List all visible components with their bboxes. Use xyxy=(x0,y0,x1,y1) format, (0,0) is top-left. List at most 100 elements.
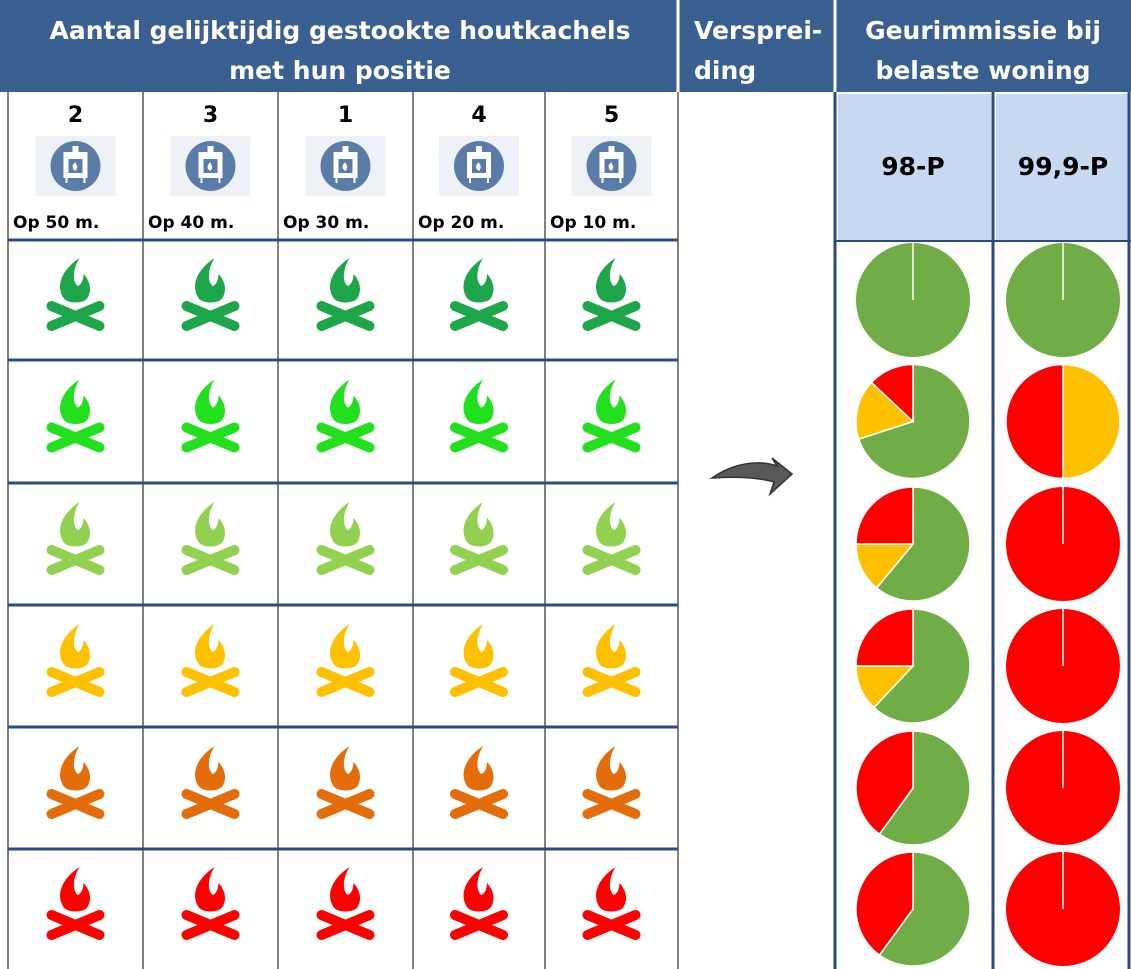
campfire-icon xyxy=(450,379,508,453)
stove-distance: Op 20 m. xyxy=(418,213,504,233)
campfire-icon xyxy=(46,746,105,819)
flame xyxy=(330,502,361,547)
log xyxy=(450,910,508,940)
header-spread: ding xyxy=(694,56,756,85)
flame xyxy=(60,258,91,303)
campfire-icon xyxy=(316,379,375,453)
header-title: met hun positie xyxy=(229,56,451,85)
campfire-icon xyxy=(46,379,105,453)
campfire-icon xyxy=(582,379,641,453)
icon-flame xyxy=(72,162,78,171)
icon-flame xyxy=(608,162,614,171)
log xyxy=(46,422,105,453)
flame xyxy=(195,379,226,424)
pie-slice xyxy=(878,851,971,967)
arrow xyxy=(709,457,794,497)
flame xyxy=(195,867,226,912)
flame xyxy=(195,746,226,791)
log xyxy=(181,789,240,819)
flame xyxy=(463,379,494,424)
campfire-icon xyxy=(450,746,508,819)
log xyxy=(316,545,375,575)
flame xyxy=(463,867,494,912)
campfire-icon xyxy=(316,624,375,697)
log xyxy=(181,667,240,697)
campfire-icon xyxy=(450,867,508,940)
log xyxy=(316,667,375,697)
header-band xyxy=(0,0,1131,92)
pie-slice xyxy=(855,730,914,836)
stove-number: 1 xyxy=(338,103,353,128)
stove-number: 2 xyxy=(68,103,83,128)
flame xyxy=(330,746,361,791)
icon-flame xyxy=(476,162,481,171)
campfire-icon xyxy=(582,502,641,575)
percentile-cell xyxy=(838,94,991,240)
header-odor: Geurimmissie bij xyxy=(865,16,1101,45)
stove-distance: Op 10 m. xyxy=(550,213,636,233)
header-odor: belaste woning xyxy=(875,56,1090,85)
flame xyxy=(463,258,494,303)
pie-slice xyxy=(1005,363,1064,480)
flame xyxy=(60,624,91,669)
flame xyxy=(195,624,226,669)
flame xyxy=(330,258,361,303)
percentile-label: 98-P xyxy=(881,152,945,181)
stove-distance: Op 30 m. xyxy=(283,213,369,233)
percentile-label: 99,9-P xyxy=(1018,152,1108,181)
campfire-icon xyxy=(582,258,641,331)
flame xyxy=(596,258,627,303)
campfire-icon xyxy=(46,867,105,940)
log xyxy=(181,422,240,453)
log xyxy=(316,422,375,453)
stove-icon xyxy=(170,136,251,196)
campfire-icon xyxy=(181,258,240,331)
flame xyxy=(195,502,226,547)
header-spread: Versprei- xyxy=(694,16,822,45)
percentile-cell xyxy=(996,94,1131,240)
stove-number: 4 xyxy=(471,103,486,128)
flame xyxy=(330,867,361,912)
log xyxy=(46,667,105,697)
campfire-icon xyxy=(46,624,105,697)
log xyxy=(316,301,375,331)
campfire-icon xyxy=(450,624,508,697)
campfire-icon xyxy=(181,379,240,453)
stove-distance: Op 50 m. xyxy=(13,213,99,233)
icon-flame xyxy=(207,162,213,171)
flame xyxy=(330,624,361,669)
pie-slice xyxy=(855,486,914,545)
pie-slice xyxy=(878,730,971,846)
log xyxy=(181,545,240,575)
flame xyxy=(330,379,361,424)
campfire-icon xyxy=(181,746,240,819)
campfire-icon xyxy=(181,624,240,697)
campfire-icon xyxy=(316,867,375,940)
stove-distance: Op 40 m. xyxy=(148,213,234,233)
stove-number: 3 xyxy=(203,103,218,128)
flame xyxy=(596,624,627,669)
stove-icon xyxy=(35,136,116,196)
campfire-icon xyxy=(46,258,105,331)
flame xyxy=(60,746,91,791)
stove-number: 5 xyxy=(604,103,619,128)
pie-slice xyxy=(872,608,971,724)
log xyxy=(46,301,105,331)
flame xyxy=(463,624,494,669)
flame xyxy=(463,502,494,547)
campfire-icon xyxy=(582,624,641,697)
log xyxy=(582,545,641,575)
flame xyxy=(60,379,91,424)
log xyxy=(450,545,508,575)
flame xyxy=(60,867,91,912)
pie-slice xyxy=(870,363,914,424)
log xyxy=(181,910,240,940)
log xyxy=(46,789,105,819)
campfire-icon xyxy=(181,867,240,940)
log xyxy=(582,422,641,453)
content: 2 Op 50 m. 3 Op 40 m. 1 Op 30 m. 4 Op 20 m. 5 Op … xyxy=(7,92,1131,969)
log xyxy=(582,301,641,331)
log xyxy=(450,422,508,453)
log xyxy=(316,910,375,940)
